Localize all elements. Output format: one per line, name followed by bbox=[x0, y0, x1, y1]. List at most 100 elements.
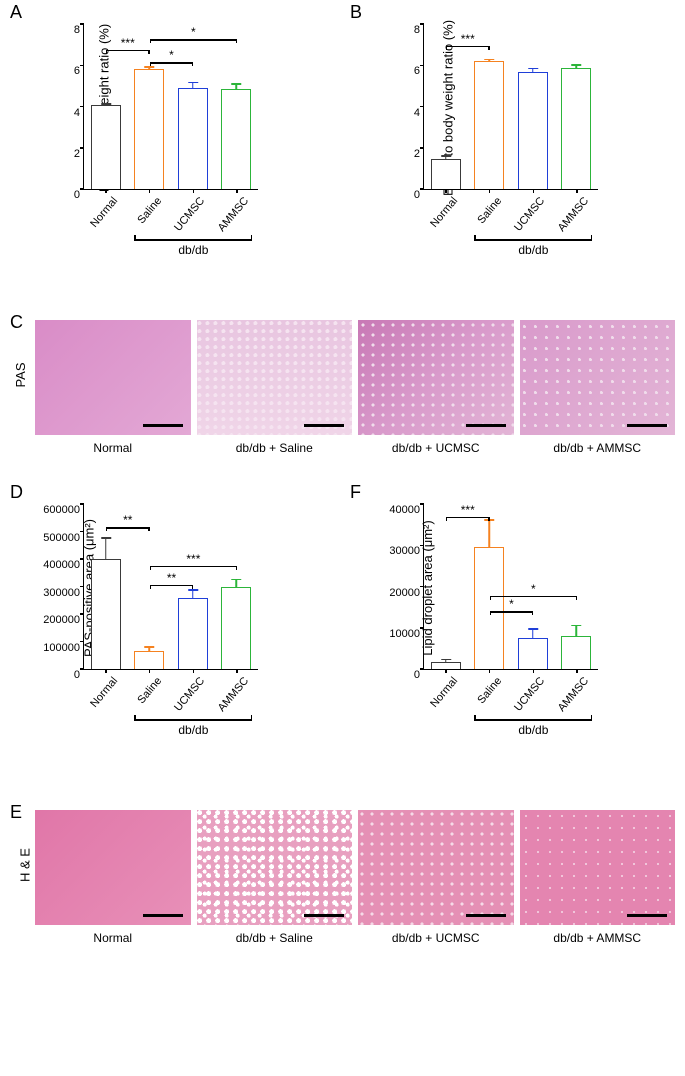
bar-ammsc bbox=[561, 636, 591, 669]
panel-B: B EWAT to body weight ratio (%)02468Norm… bbox=[350, 10, 670, 280]
y-tick-label: 4 bbox=[34, 107, 84, 119]
panel-label-A: A bbox=[10, 2, 22, 23]
histology-image bbox=[358, 810, 514, 925]
histology-side-label-pas: PAS bbox=[13, 362, 28, 387]
y-tick-label: 200000 bbox=[34, 614, 84, 626]
y-tick-label: 20000 bbox=[374, 587, 424, 599]
y-tick-label: 8 bbox=[374, 24, 424, 36]
group-label: db/db bbox=[474, 723, 592, 737]
histology-image bbox=[520, 320, 676, 435]
histology-caption: db/db + UCMSC bbox=[392, 931, 480, 945]
x-tick-label: AMMSC bbox=[547, 675, 592, 725]
bar-ucmsc bbox=[178, 88, 208, 189]
y-tick-label: 30000 bbox=[374, 545, 424, 557]
histology-image bbox=[35, 810, 191, 925]
y-tick-label: 0 bbox=[374, 189, 424, 201]
bar-ammsc bbox=[561, 68, 591, 189]
histology-image bbox=[35, 320, 191, 435]
x-tick-label: AMMSC bbox=[207, 675, 252, 725]
bar-ucmsc bbox=[518, 72, 548, 189]
y-tick-label: 0 bbox=[374, 669, 424, 681]
group-label: db/db bbox=[134, 243, 252, 257]
scale-bar bbox=[304, 424, 344, 427]
panel-label-F: F bbox=[350, 482, 361, 503]
histology-caption: db/db + UCMSC bbox=[392, 441, 480, 455]
bar-ucmsc bbox=[518, 638, 548, 669]
significance-label: * bbox=[169, 48, 174, 62]
bar-saline bbox=[474, 547, 504, 669]
bar-normal bbox=[431, 159, 461, 189]
significance-label: * bbox=[509, 597, 514, 611]
significance-label: *** bbox=[461, 32, 475, 46]
histology-side-label-he: H & E bbox=[17, 848, 32, 882]
bar-ammsc bbox=[221, 587, 251, 670]
y-tick-label: 0 bbox=[34, 189, 84, 201]
bar-saline bbox=[134, 651, 164, 669]
scale-bar bbox=[466, 914, 506, 917]
histology-image bbox=[358, 320, 514, 435]
y-tick-label: 300000 bbox=[34, 587, 84, 599]
x-tick-label: AMMSC bbox=[547, 195, 592, 245]
scale-bar bbox=[143, 914, 183, 917]
panel-label-D: D bbox=[10, 482, 23, 503]
bar-normal bbox=[91, 559, 121, 669]
panel-D: D PAS-positive area (μm²)010000020000030… bbox=[10, 490, 330, 770]
x-tick-label: Saline bbox=[119, 195, 164, 245]
significance-label: *** bbox=[121, 36, 135, 50]
histology-image bbox=[197, 320, 353, 435]
significance-label: * bbox=[531, 582, 536, 596]
scale-bar bbox=[627, 914, 667, 917]
y-tick-label: 6 bbox=[374, 65, 424, 77]
panel-F: F Lipid droplet area (μm²)01000020000300… bbox=[350, 490, 670, 770]
scale-bar bbox=[466, 424, 506, 427]
y-tick-label: 2 bbox=[34, 148, 84, 160]
x-tick-label: UCMSC bbox=[503, 195, 548, 245]
x-tick-label: UCMSC bbox=[163, 675, 208, 725]
x-tick-label: AMMSC bbox=[207, 195, 252, 245]
x-tick-label: Saline bbox=[119, 675, 164, 725]
figure: A Liver to body weight ratio (%)02468Nor… bbox=[0, 0, 685, 965]
y-tick-label: 4 bbox=[374, 107, 424, 119]
x-tick-label: Saline bbox=[459, 195, 504, 245]
panel-A: A Liver to body weight ratio (%)02468Nor… bbox=[10, 10, 330, 280]
panel-C: C PAS Normaldb/db + Salinedb/db + UCMSCd… bbox=[10, 320, 675, 455]
significance-label: * bbox=[191, 25, 196, 39]
bar-ucmsc bbox=[178, 598, 208, 670]
bar-saline bbox=[474, 61, 504, 189]
x-tick-label: UCMSC bbox=[503, 675, 548, 725]
y-tick-label: 100000 bbox=[34, 642, 84, 654]
histology-image bbox=[197, 810, 353, 925]
histology-caption: Normal bbox=[93, 441, 132, 455]
scale-bar bbox=[627, 424, 667, 427]
significance-label: ** bbox=[167, 571, 176, 585]
y-tick-label: 2 bbox=[374, 148, 424, 160]
histology-caption: db/db + AMMSC bbox=[553, 441, 641, 455]
panel-label-E: E bbox=[10, 802, 22, 823]
y-tick-label: 40000 bbox=[374, 504, 424, 516]
scale-bar bbox=[143, 424, 183, 427]
significance-label: *** bbox=[461, 503, 475, 517]
y-tick-label: 0 bbox=[34, 669, 84, 681]
x-tick-label: Normal bbox=[76, 675, 121, 725]
bar-saline bbox=[134, 69, 164, 189]
y-tick-label: 8 bbox=[34, 24, 84, 36]
y-tick-label: 400000 bbox=[34, 559, 84, 571]
histology-caption: db/db + Saline bbox=[236, 931, 313, 945]
x-tick-label: Saline bbox=[459, 675, 504, 725]
histology-caption: Normal bbox=[93, 931, 132, 945]
x-tick-label: Normal bbox=[76, 195, 121, 245]
group-label: db/db bbox=[474, 243, 592, 257]
group-label: db/db bbox=[134, 723, 252, 737]
significance-label: ** bbox=[123, 513, 132, 527]
x-tick-label: Normal bbox=[416, 195, 461, 245]
scale-bar bbox=[304, 914, 344, 917]
significance-label: *** bbox=[186, 552, 200, 566]
bar-normal bbox=[91, 105, 121, 189]
y-tick-label: 10000 bbox=[374, 628, 424, 640]
histology-caption: db/db + AMMSC bbox=[553, 931, 641, 945]
bar-ammsc bbox=[221, 89, 251, 189]
y-tick-label: 6 bbox=[34, 65, 84, 77]
y-tick-label: 500000 bbox=[34, 532, 84, 544]
histology-caption: db/db + Saline bbox=[236, 441, 313, 455]
x-tick-label: Normal bbox=[416, 675, 461, 725]
